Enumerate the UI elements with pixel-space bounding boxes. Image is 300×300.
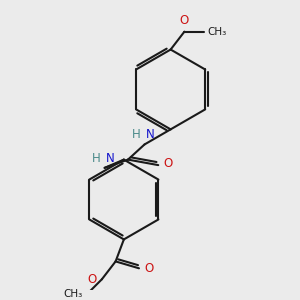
Text: N: N <box>146 128 154 141</box>
Text: N: N <box>106 152 115 165</box>
Text: H: H <box>132 128 140 141</box>
Text: H: H <box>92 152 100 165</box>
Text: O: O <box>144 262 153 275</box>
Text: O: O <box>163 157 172 170</box>
Text: CH₃: CH₃ <box>208 27 227 37</box>
Text: O: O <box>180 14 189 27</box>
Text: O: O <box>88 273 97 286</box>
Text: CH₃: CH₃ <box>63 290 82 299</box>
